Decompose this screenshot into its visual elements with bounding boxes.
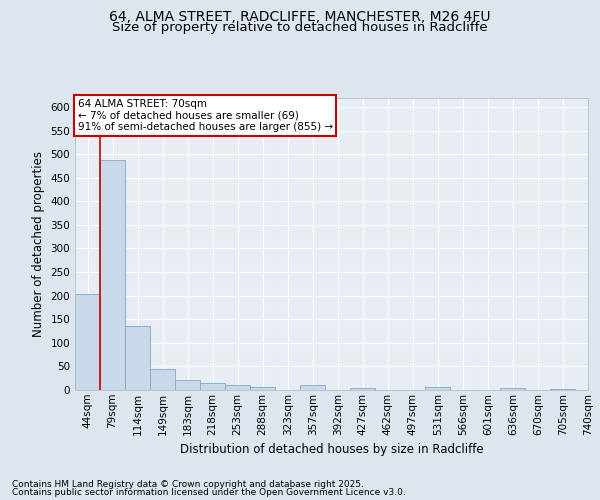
- Bar: [550, 388, 575, 390]
- Text: 64, ALMA STREET, RADCLIFFE, MANCHESTER, M26 4FU: 64, ALMA STREET, RADCLIFFE, MANCHESTER, …: [109, 10, 491, 24]
- Bar: [500, 388, 526, 390]
- Bar: [300, 386, 325, 390]
- Bar: [75, 294, 100, 390]
- Bar: [100, 160, 125, 390]
- Bar: [350, 388, 375, 390]
- Bar: [225, 385, 250, 390]
- X-axis label: Distribution of detached houses by size in Radcliffe: Distribution of detached houses by size …: [179, 443, 484, 456]
- Text: 64 ALMA STREET: 70sqm
← 7% of detached houses are smaller (69)
91% of semi-detac: 64 ALMA STREET: 70sqm ← 7% of detached h…: [77, 99, 332, 132]
- Bar: [125, 326, 150, 390]
- Text: Contains HM Land Registry data © Crown copyright and database right 2025.: Contains HM Land Registry data © Crown c…: [12, 480, 364, 489]
- Bar: [150, 369, 175, 390]
- Y-axis label: Number of detached properties: Number of detached properties: [32, 151, 45, 337]
- Text: Contains public sector information licensed under the Open Government Licence v3: Contains public sector information licen…: [12, 488, 406, 497]
- Bar: [250, 387, 275, 390]
- Bar: [425, 386, 451, 390]
- Bar: [200, 384, 225, 390]
- Bar: [175, 380, 200, 390]
- Text: Size of property relative to detached houses in Radcliffe: Size of property relative to detached ho…: [112, 21, 488, 34]
